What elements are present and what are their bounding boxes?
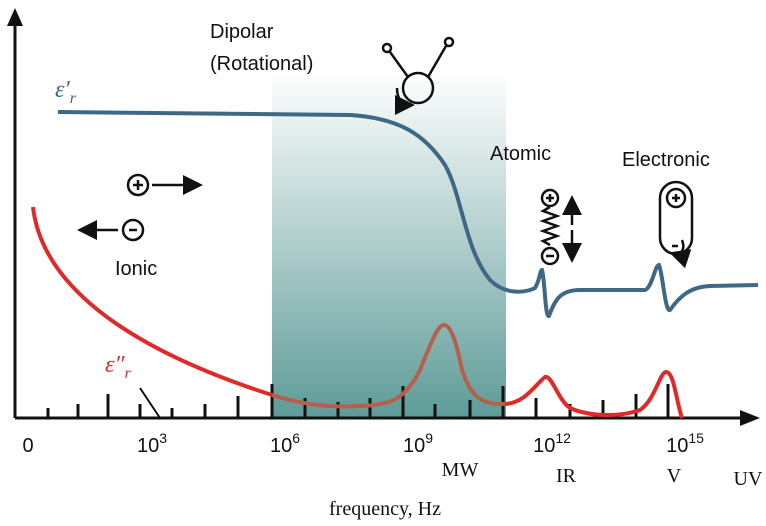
x-power-labels: 103 106 109 1012 1015	[137, 430, 704, 457]
power-base: 10	[270, 435, 292, 457]
x-power-label: 103	[137, 430, 167, 457]
x-power-label: 106	[270, 430, 300, 457]
eps-imag-symbol: ε″	[105, 352, 125, 378]
power-base: 10	[403, 435, 425, 457]
x-axis-title: frequency, Hz	[329, 498, 441, 520]
eps-imag-curve-dipolar	[271, 322, 506, 409]
eps-real-label: ε′r	[55, 77, 77, 107]
dipolar-region	[272, 72, 506, 418]
ionic-label: Ionic	[115, 258, 157, 280]
band-label: UV	[734, 468, 763, 490]
atomic-icon	[539, 188, 582, 266]
dipolar-icon	[381, 36, 455, 115]
power-base: 10	[666, 435, 688, 457]
x-power-label: 1012	[533, 430, 571, 457]
power-exp: 3	[159, 430, 167, 446]
x-power-label: 1015	[666, 430, 704, 457]
x-arrow	[740, 410, 760, 426]
ionic-icon	[77, 173, 203, 242]
electronic-label: Electronic	[622, 149, 710, 171]
electronic-icon	[658, 180, 694, 269]
x-power-label: 109	[403, 430, 433, 457]
power-base: 10	[533, 435, 555, 457]
eps-real-symbol: ε′	[55, 77, 70, 103]
eps-imag-curve	[31, 206, 273, 397]
power-exp: 9	[425, 430, 433, 446]
band-label: IR	[556, 465, 577, 487]
eps-real-curve	[57, 110, 759, 319]
band-label: MW	[442, 459, 479, 481]
power-base: 10	[137, 435, 159, 457]
y-arrow	[7, 8, 23, 26]
power-exp: 12	[555, 430, 571, 446]
band-labels: MW IR V UV	[442, 459, 763, 490]
power-exp: 6	[292, 430, 300, 446]
band-label: V	[667, 465, 682, 487]
eps-imag-curve-high	[504, 369, 684, 419]
x-zero-label: 0	[22, 435, 33, 457]
eps-real-sub: r	[70, 90, 77, 107]
power-exp: 15	[688, 430, 704, 446]
eps-imag-sub: r	[124, 365, 131, 382]
rotational-label: (Rotational)	[210, 53, 313, 75]
dipolar-label: Dipolar	[210, 21, 274, 43]
pointer	[139, 387, 161, 419]
atomic-label: Atomic	[490, 143, 551, 165]
eps-imag-label: ε″r	[105, 352, 131, 382]
